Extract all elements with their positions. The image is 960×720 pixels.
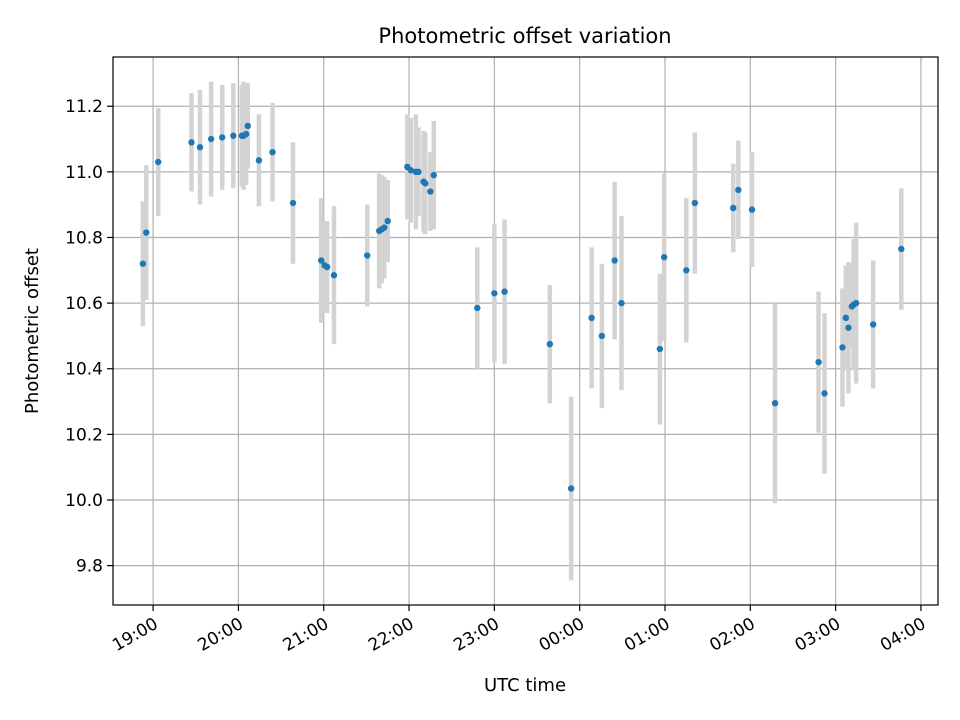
data-point	[771, 399, 779, 407]
data-point	[188, 139, 195, 146]
data-point	[155, 158, 162, 166]
y-tick-label: 10.4	[65, 360, 103, 380]
y-tick-label: 10.0	[65, 491, 103, 511]
y-axis-ticks: 9.8 10.0 10.2 10.4 10.6 10.8 11.0 11.2	[65, 97, 113, 577]
data-point	[255, 157, 263, 164]
x-tick-label: 01:00	[621, 614, 673, 656]
data-point	[491, 290, 498, 297]
x-tick-label: 03:00	[792, 614, 844, 656]
data-point	[364, 252, 371, 259]
data-point	[567, 485, 575, 492]
data-point	[317, 257, 325, 264]
data-point	[839, 344, 846, 351]
data-point	[219, 134, 226, 141]
data-point	[869, 321, 877, 328]
data-points	[139, 122, 905, 492]
data-point	[815, 358, 822, 366]
data-point	[244, 122, 251, 130]
x-tick-label: 04:00	[877, 614, 929, 656]
data-point	[501, 288, 508, 295]
y-tick-label: 10.6	[65, 294, 103, 314]
data-point	[323, 263, 331, 271]
data-point	[139, 260, 147, 267]
data-point	[611, 257, 618, 264]
data-point	[842, 314, 850, 322]
data-point	[730, 204, 737, 212]
data-point	[660, 253, 668, 261]
data-point	[618, 299, 625, 307]
data-point	[546, 340, 554, 348]
x-tick-label: 02:00	[706, 614, 758, 656]
y-tick-label: 9.8	[76, 557, 103, 577]
y-axis-label: Photometric offset	[22, 248, 43, 414]
data-point	[748, 206, 756, 213]
x-tick-label: 00:00	[536, 614, 588, 656]
data-point	[683, 267, 690, 274]
data-point	[422, 180, 429, 187]
data-point	[415, 168, 422, 176]
data-point	[735, 186, 742, 194]
data-point	[269, 148, 276, 156]
data-point	[381, 224, 388, 231]
data-point	[207, 135, 215, 143]
data-point	[330, 272, 338, 279]
data-point	[588, 314, 595, 322]
x-tick-label: 22:00	[365, 614, 417, 656]
data-point	[474, 304, 481, 312]
chart-title: Photometric offset variation	[378, 24, 671, 48]
x-tick-label: 21:00	[280, 614, 332, 656]
data-point	[289, 199, 297, 207]
data-point	[598, 332, 606, 340]
data-point	[845, 324, 852, 331]
x-tick-label: 19:00	[109, 614, 161, 656]
y-tick-label: 11.2	[65, 97, 103, 117]
data-point	[230, 132, 237, 139]
x-tick-label: 20:00	[194, 614, 246, 656]
y-tick-label: 10.2	[65, 425, 103, 445]
x-axis-ticks: 19:00 20:00 21:00 22:00 23:00 00:00 01:00 02:00…	[109, 605, 929, 656]
errorbars	[140, 81, 904, 581]
grid	[113, 57, 938, 605]
x-axis-label: UTC time	[484, 675, 566, 696]
data-point	[196, 144, 204, 151]
y-tick-label: 10.8	[65, 228, 103, 248]
x-tick-label: 23:00	[450, 614, 502, 656]
data-point	[852, 299, 860, 307]
data-point	[898, 245, 905, 253]
data-point	[143, 229, 150, 236]
data-point	[430, 171, 437, 179]
data-point	[407, 167, 414, 174]
data-point	[656, 345, 664, 353]
data-point	[242, 130, 250, 138]
y-tick-label: 11.0	[65, 163, 103, 183]
plot-frame	[112, 56, 939, 606]
data-point	[427, 188, 434, 195]
data-point	[691, 199, 699, 207]
data-point	[821, 390, 828, 397]
data-point	[384, 217, 391, 225]
